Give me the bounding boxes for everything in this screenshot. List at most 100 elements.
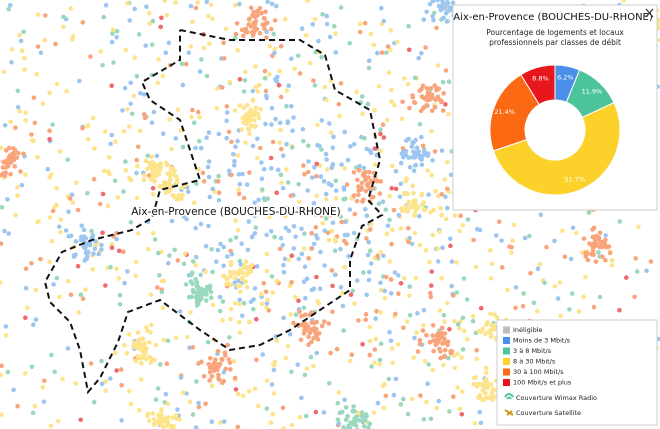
map-dot	[538, 212, 544, 218]
map-dot	[378, 250, 384, 255]
map-dot	[636, 224, 641, 230]
map-dot	[122, 343, 127, 348]
map-dot	[409, 396, 415, 402]
map-dot	[306, 256, 311, 261]
map-dot	[441, 91, 447, 96]
map-dot	[142, 115, 148, 121]
map-dot	[337, 410, 343, 416]
map-dot	[50, 208, 56, 214]
map-dot	[50, 122, 55, 127]
map-dot	[152, 237, 158, 242]
map-dot	[243, 279, 248, 285]
map-dot	[484, 380, 490, 385]
map-dot	[190, 259, 196, 264]
map-dot	[336, 101, 342, 107]
map-dot	[419, 51, 424, 56]
map-dot	[305, 0, 310, 3]
map-dot	[398, 281, 404, 286]
map-dot	[443, 347, 448, 353]
map-dot	[288, 312, 294, 317]
map-dot	[447, 5, 453, 10]
map-dot	[401, 396, 406, 402]
map-dot	[264, 406, 270, 411]
map-dot	[366, 240, 372, 245]
map-dot	[424, 332, 429, 338]
map-dot	[254, 264, 260, 269]
map-dot	[426, 362, 432, 367]
map-dot	[127, 175, 132, 181]
map-dot	[382, 296, 388, 301]
map-dot	[0, 363, 4, 369]
map-dot	[109, 39, 115, 45]
map-dot	[269, 274, 275, 279]
map-dot	[447, 409, 452, 414]
map-dot	[366, 65, 372, 71]
map-dot	[464, 297, 470, 302]
map-dot	[421, 17, 427, 22]
map-dot	[474, 347, 480, 353]
map-dot	[348, 144, 353, 149]
map-dot	[409, 144, 415, 149]
map-dot	[428, 86, 434, 91]
map-dot	[277, 68, 282, 74]
map-dot	[301, 138, 306, 144]
map-dot	[3, 333, 9, 338]
map-dot	[448, 243, 453, 249]
map-dot	[437, 308, 443, 313]
map-dot	[71, 253, 77, 258]
map-dot	[68, 6, 73, 11]
map-dot	[425, 95, 431, 101]
map-dot	[208, 289, 214, 295]
map-dot	[194, 303, 200, 308]
map-dot	[617, 307, 622, 313]
map-dot	[179, 196, 184, 201]
map-dot	[359, 410, 365, 415]
map-dot	[116, 248, 122, 254]
map-dot	[369, 364, 374, 369]
map-dot	[510, 238, 515, 243]
map-dot	[32, 120, 38, 126]
map-dot	[344, 241, 349, 246]
map-dot	[126, 388, 132, 394]
map-dot	[242, 115, 247, 121]
map-dot	[249, 263, 255, 268]
map-dot	[368, 261, 374, 266]
map-dot	[416, 55, 422, 61]
map-dot	[387, 329, 392, 335]
map-dot	[149, 357, 155, 362]
map-dot	[361, 270, 366, 275]
map-dot	[78, 237, 84, 243]
map-dot	[269, 166, 274, 171]
map-dot	[449, 259, 455, 264]
map-dot	[283, 225, 289, 231]
map-dot	[112, 350, 118, 356]
map-dot	[101, 14, 106, 20]
map-dot	[317, 286, 323, 292]
map-dot	[394, 39, 400, 45]
map-dot	[6, 7, 11, 12]
map-dot	[8, 119, 13, 125]
map-dot	[395, 342, 401, 347]
map-dot	[302, 231, 307, 236]
map-dot	[297, 199, 302, 205]
map-dot	[29, 364, 35, 370]
map-dot	[251, 118, 257, 123]
map-dot	[0, 280, 3, 285]
map-dot	[286, 257, 292, 263]
map-dot	[255, 8, 260, 14]
map-dot	[477, 409, 483, 415]
map-dot	[171, 194, 177, 200]
map-dot	[253, 316, 259, 322]
map-dot	[444, 300, 450, 306]
map-dot	[307, 60, 313, 66]
map-dot	[229, 139, 234, 145]
map-dot	[445, 19, 450, 24]
map-dot	[480, 397, 485, 403]
map-dot	[159, 289, 165, 295]
close-button[interactable]	[645, 8, 654, 18]
map-dot	[281, 426, 286, 429]
map-dot	[219, 85, 225, 90]
map-dot	[225, 254, 230, 259]
map-dot	[377, 357, 383, 363]
map-dot	[69, 192, 75, 198]
